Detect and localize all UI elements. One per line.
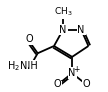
Text: H$_2$N: H$_2$N: [7, 59, 27, 73]
Text: CH$_3$: CH$_3$: [54, 5, 72, 18]
Text: N: N: [59, 25, 67, 35]
Text: N: N: [78, 25, 85, 35]
Text: +: +: [74, 65, 80, 74]
Text: N: N: [68, 68, 76, 78]
Text: NH: NH: [23, 61, 38, 71]
Text: O: O: [26, 34, 33, 44]
Text: O: O: [83, 79, 90, 89]
Text: −: −: [59, 76, 65, 85]
Text: O: O: [54, 79, 61, 89]
